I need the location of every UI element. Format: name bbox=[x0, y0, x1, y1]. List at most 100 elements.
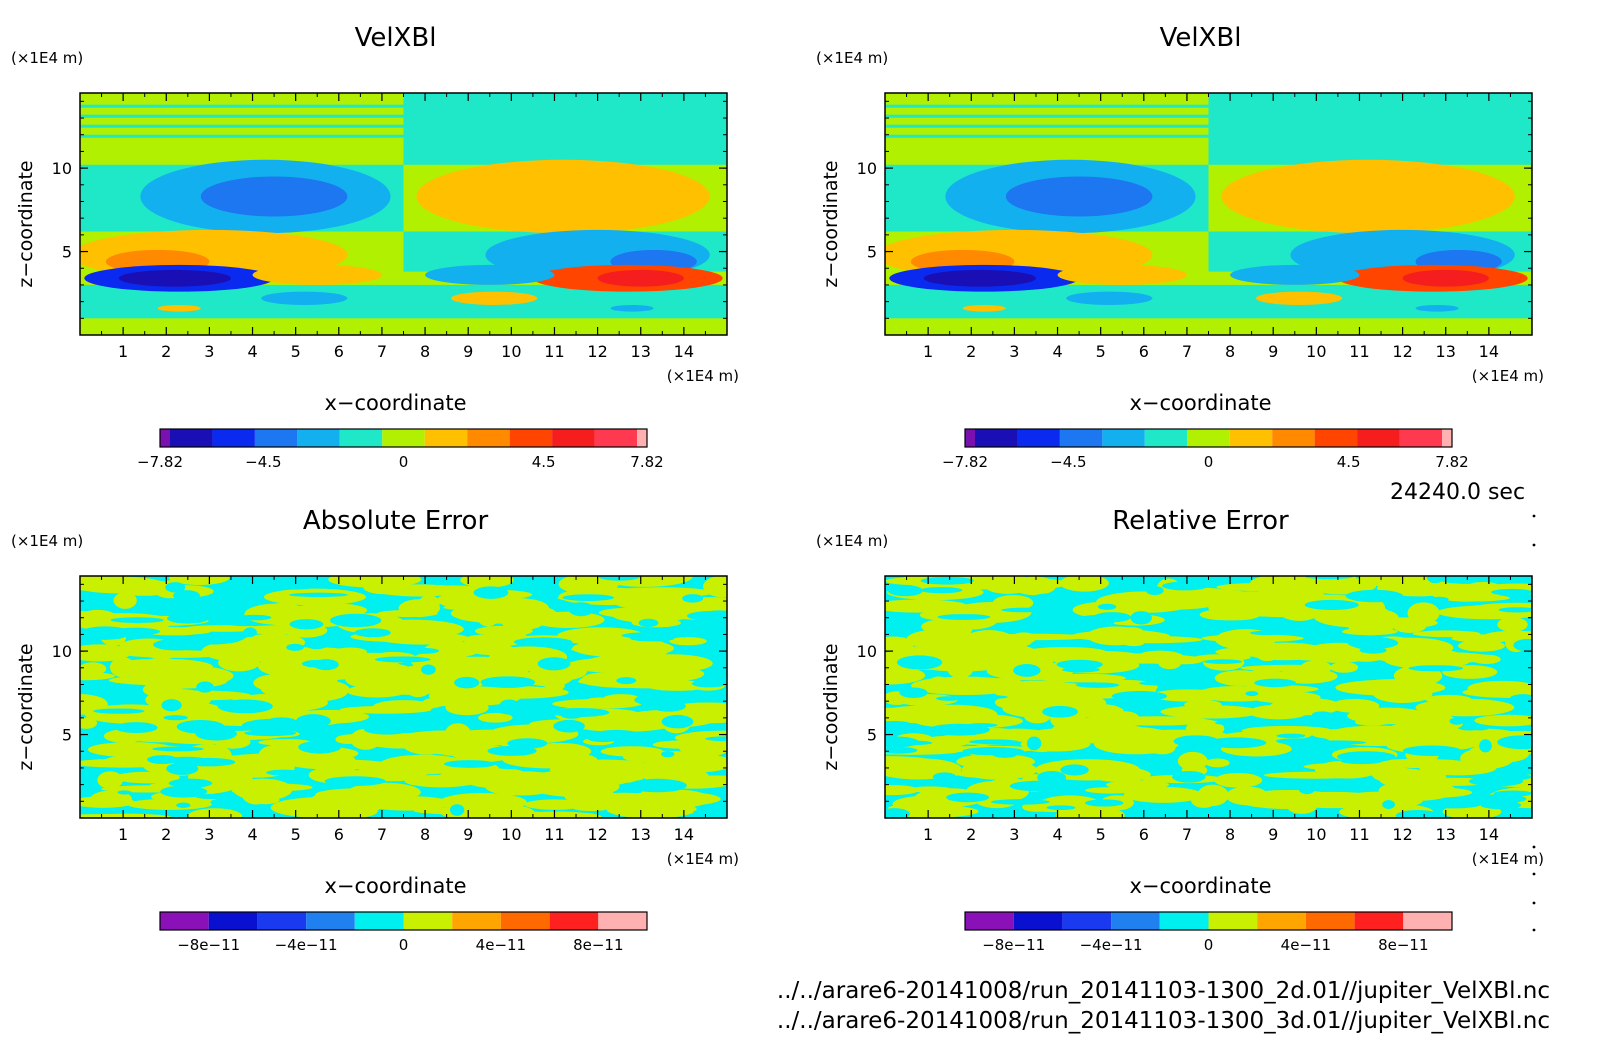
field-blob bbox=[661, 714, 694, 729]
field-blob bbox=[163, 715, 188, 721]
field-blob bbox=[966, 723, 998, 728]
x-tick-label: 1 bbox=[923, 342, 933, 361]
x-tick-label: 4 bbox=[1052, 825, 1062, 844]
edge-dot bbox=[1532, 928, 1536, 932]
field-blob bbox=[638, 618, 659, 628]
colorbar-tick-label: −4e−11 bbox=[1080, 936, 1143, 954]
field-blob bbox=[1412, 630, 1481, 638]
field-blob bbox=[1254, 678, 1296, 688]
field-blob bbox=[932, 632, 1032, 651]
field-blob bbox=[1219, 809, 1260, 818]
field-blob bbox=[1383, 649, 1470, 669]
field-blob bbox=[627, 778, 687, 793]
field-blob bbox=[1479, 739, 1492, 753]
colorbar-tick-label: −4.5 bbox=[1050, 453, 1086, 471]
x-tick-label: 1 bbox=[118, 825, 128, 844]
x-unit-label: (×1E4 m) bbox=[667, 850, 739, 868]
edge-dot bbox=[1532, 514, 1536, 518]
field-blob bbox=[1057, 264, 1187, 285]
colorbar-segment bbox=[306, 912, 355, 930]
field-blob bbox=[552, 699, 642, 709]
x-tick-label: 12 bbox=[587, 825, 607, 844]
field-blob bbox=[1491, 588, 1532, 596]
colorbar-segment bbox=[1229, 429, 1273, 447]
field-blob bbox=[290, 759, 390, 770]
colorbar-segment bbox=[1357, 429, 1400, 447]
colorbar-tick-label: 7.82 bbox=[1435, 453, 1468, 471]
colorbar-segment bbox=[1144, 429, 1188, 447]
field-blob bbox=[1372, 766, 1413, 776]
field-region bbox=[80, 318, 727, 335]
field-blob bbox=[1177, 751, 1208, 771]
field-blob bbox=[404, 774, 478, 788]
field-blob bbox=[956, 753, 1036, 770]
jet-positive bbox=[416, 159, 710, 234]
field-blob bbox=[305, 792, 386, 814]
field-blob bbox=[305, 640, 328, 650]
field-blob bbox=[621, 632, 674, 639]
colorbar-segment bbox=[208, 912, 258, 930]
field-blob bbox=[1060, 764, 1089, 776]
y-tick-label: 5 bbox=[867, 243, 877, 262]
field-blob bbox=[1437, 605, 1532, 620]
field-4 bbox=[885, 576, 1532, 818]
x-tick-label: 4 bbox=[1052, 342, 1062, 361]
field-blob bbox=[161, 699, 182, 712]
field-blob bbox=[499, 699, 519, 711]
field-blob bbox=[1407, 602, 1440, 624]
field-blob bbox=[80, 599, 103, 610]
field-blob bbox=[1093, 612, 1131, 623]
x-unit-label: (×1E4 m) bbox=[1472, 367, 1544, 385]
field-blob bbox=[1161, 581, 1209, 591]
field-blob bbox=[1191, 793, 1217, 808]
field-2 bbox=[885, 93, 1532, 335]
field-blob bbox=[1305, 576, 1353, 580]
field-blob bbox=[1341, 627, 1398, 636]
field-blob bbox=[593, 729, 640, 738]
field-blob bbox=[468, 659, 519, 666]
colorbar-segment bbox=[354, 912, 404, 930]
y-tick-label: 10 bbox=[52, 642, 72, 661]
field-blob bbox=[339, 705, 432, 714]
field-blob bbox=[219, 581, 259, 590]
colorbar-segment bbox=[1159, 912, 1209, 930]
colorbar-segment bbox=[965, 429, 975, 447]
field-blob bbox=[363, 724, 411, 735]
x-tick-label: 11 bbox=[544, 825, 564, 844]
field-blob bbox=[598, 607, 673, 618]
field-blob bbox=[909, 786, 952, 793]
jet-positive bbox=[1221, 159, 1515, 234]
field-blob bbox=[1046, 805, 1076, 810]
y-unit-label: (×1E4 m) bbox=[11, 49, 83, 67]
field-blob bbox=[353, 720, 392, 727]
field-blob bbox=[1430, 596, 1449, 603]
field-blob bbox=[527, 742, 592, 760]
colorbar-segment bbox=[637, 429, 647, 447]
x-tick-label: 14 bbox=[674, 825, 694, 844]
field-band bbox=[885, 104, 1532, 108]
field-blob bbox=[1116, 697, 1170, 711]
field-blob bbox=[960, 695, 1008, 700]
field-blob bbox=[885, 720, 910, 726]
colorbar-segment bbox=[403, 912, 453, 930]
field-blob bbox=[398, 599, 441, 618]
colorbar-segment bbox=[254, 429, 298, 447]
field-blob bbox=[330, 613, 382, 628]
field-blob bbox=[124, 650, 227, 658]
colorbar-tick-label: −7.82 bbox=[137, 453, 183, 471]
time-label: 24240.0 sec bbox=[1390, 480, 1526, 505]
field-blob bbox=[1361, 605, 1390, 625]
x-tick-label: 8 bbox=[420, 342, 430, 361]
x-tick-label: 13 bbox=[631, 342, 651, 361]
x-tick-label: 9 bbox=[1268, 825, 1278, 844]
y-axis-label: z−coordinate bbox=[820, 643, 842, 770]
colorbar-tick-label: −8e−11 bbox=[982, 936, 1045, 954]
field-blob bbox=[233, 778, 293, 801]
field-blob bbox=[1199, 608, 1255, 621]
field-blob bbox=[176, 802, 191, 808]
field-band bbox=[885, 124, 1532, 128]
field-blob bbox=[1469, 581, 1498, 589]
colorbar-segment bbox=[170, 429, 213, 447]
field-blob bbox=[1012, 576, 1057, 596]
field-blob bbox=[495, 769, 529, 790]
